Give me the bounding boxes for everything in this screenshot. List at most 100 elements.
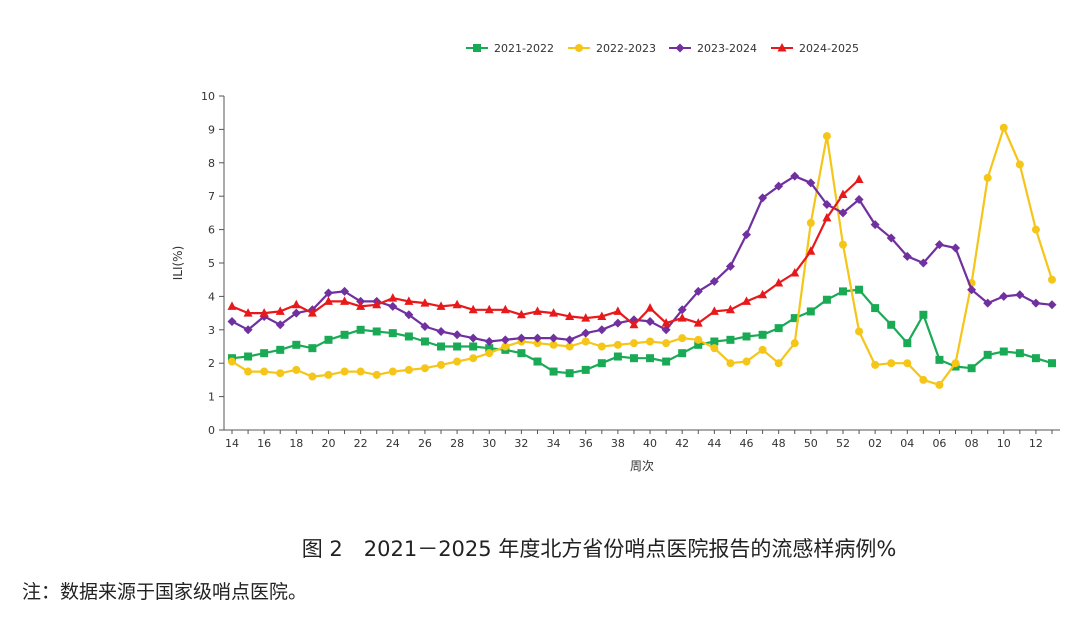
data-point <box>485 344 494 353</box>
data-point <box>613 306 623 315</box>
data-point <box>565 311 575 320</box>
x-tick-label: 06 <box>932 437 946 450</box>
data-point <box>646 354 655 363</box>
data-point <box>855 327 864 336</box>
data-point <box>437 360 446 369</box>
data-point <box>404 332 413 341</box>
data-point <box>774 324 783 333</box>
legend-item: 2022-2023 <box>568 42 656 55</box>
data-point <box>452 299 462 309</box>
data-point <box>999 123 1008 132</box>
data-point <box>388 293 398 302</box>
data-point <box>822 200 832 210</box>
legend-marker <box>777 43 787 52</box>
data-point <box>292 365 301 374</box>
data-point <box>742 296 752 305</box>
data-point <box>951 359 960 368</box>
data-point <box>677 305 687 315</box>
data-point <box>645 316 655 326</box>
x-tick-label: 22 <box>354 437 368 450</box>
data-point <box>887 359 896 368</box>
data-point <box>597 359 606 368</box>
chart-legend: 2021-2022 2022-2023 2023-2024 2024-2025 <box>466 42 859 55</box>
data-point <box>468 304 478 314</box>
x-tick-label: 04 <box>900 437 914 450</box>
data-point <box>710 344 719 353</box>
data-point <box>516 309 526 319</box>
x-tick-label: 40 <box>643 437 657 450</box>
y-tick-label: 2 <box>208 357 215 370</box>
x-tick-label: 42 <box>675 437 689 450</box>
x-tick-label: 14 <box>225 437 239 450</box>
data-point <box>388 301 398 311</box>
data-point <box>854 195 864 205</box>
data-point <box>871 360 880 369</box>
data-point <box>453 342 462 351</box>
figure-caption: 图 2 2021－2025 年度北方省份哨点医院报告的流感样病例% <box>301 537 897 561</box>
data-point <box>453 357 462 366</box>
data-point <box>372 327 381 336</box>
data-point <box>806 178 816 188</box>
data-point <box>388 329 397 338</box>
data-point <box>790 171 800 181</box>
data-point <box>919 310 928 319</box>
data-point <box>307 308 317 317</box>
series-line <box>231 288 1053 375</box>
y-tick-label: 9 <box>208 123 215 136</box>
data-point <box>565 342 574 351</box>
data-point <box>838 189 848 199</box>
y-tick-label: 4 <box>208 290 215 303</box>
line-chart: 2021-2022 2022-2023 2023-2024 2024-2025 012… <box>171 42 1060 473</box>
data-point <box>324 370 333 379</box>
legend-label: 2022-2023 <box>596 42 656 55</box>
data-point <box>356 367 365 376</box>
series-line <box>231 178 860 326</box>
data-point <box>838 287 847 296</box>
data-point <box>629 354 638 363</box>
data-point <box>597 311 607 320</box>
data-point <box>260 367 269 376</box>
data-point <box>468 333 478 343</box>
chart-series <box>227 123 1057 389</box>
data-point <box>244 367 253 376</box>
legend-marker <box>675 43 685 53</box>
data-point <box>420 321 430 331</box>
figure-note: 注：数据来源于国家级哨点医院。 <box>22 581 308 603</box>
data-point <box>452 330 462 340</box>
data-point <box>388 367 397 376</box>
data-point <box>790 268 800 277</box>
data-point <box>485 349 494 358</box>
y-tick-label: 1 <box>208 391 215 404</box>
data-point <box>613 352 622 361</box>
data-point <box>517 349 526 358</box>
data-point <box>999 347 1008 356</box>
data-point <box>549 340 558 349</box>
data-point <box>790 339 799 348</box>
data-point <box>437 342 446 351</box>
legend-marker <box>575 44 583 52</box>
x-tick-label: 48 <box>772 437 786 450</box>
data-point <box>838 240 847 249</box>
legend-item: 2021-2022 <box>466 42 554 55</box>
data-point <box>565 335 575 345</box>
data-point <box>790 314 799 323</box>
data-point <box>597 325 607 335</box>
data-point <box>581 337 590 346</box>
data-point <box>902 251 912 261</box>
data-point <box>436 326 446 336</box>
data-point <box>533 339 542 348</box>
data-point <box>324 335 333 344</box>
data-point <box>662 357 671 366</box>
data-point <box>420 298 430 307</box>
legend-item: 2024-2025 <box>771 42 859 55</box>
data-point <box>323 296 333 305</box>
data-point <box>983 298 993 308</box>
data-point <box>1031 298 1041 308</box>
data-point <box>742 332 751 341</box>
data-point <box>581 328 591 338</box>
data-point <box>662 339 671 348</box>
data-point <box>501 342 510 351</box>
data-point <box>758 330 767 339</box>
data-point <box>758 345 767 354</box>
